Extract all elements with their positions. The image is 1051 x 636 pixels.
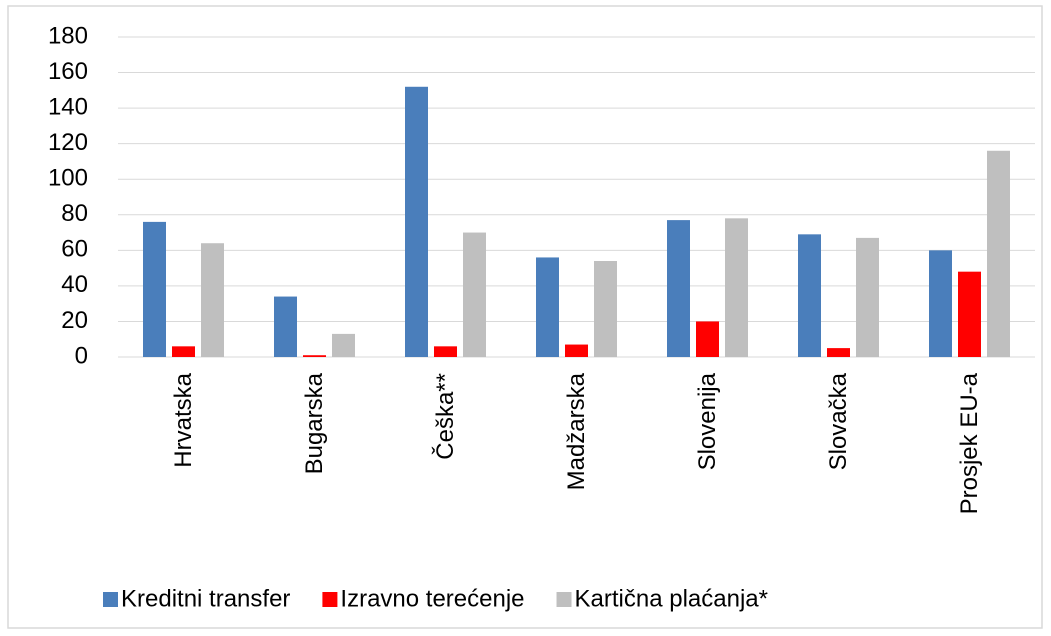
y-tick-label: 80: [61, 200, 88, 227]
bar: [827, 348, 850, 357]
bar: [856, 237, 879, 357]
y-tick-label: 0: [75, 342, 88, 369]
y-tick-label: 180: [48, 22, 88, 49]
bar: [201, 243, 224, 357]
legend-swatch: [322, 592, 338, 607]
bar: [594, 261, 617, 357]
bar: [536, 257, 559, 357]
bar: [434, 346, 457, 357]
bar: [958, 271, 981, 357]
x-tick-label: Slovačka: [825, 372, 852, 470]
bar: [274, 296, 297, 357]
bar: [565, 344, 588, 357]
bar: [172, 346, 195, 357]
x-tick-label: Prosjek EU-a: [956, 372, 983, 514]
x-tick-label: Češka**: [431, 373, 459, 460]
x-tick-label: Slovenija: [694, 372, 721, 470]
legend-swatch: [103, 592, 118, 607]
legend-swatch: [556, 592, 572, 607]
y-tick-label: 20: [61, 307, 88, 334]
bar: [303, 355, 326, 357]
bar: [798, 234, 821, 357]
y-tick-label: 100: [48, 165, 88, 192]
bar: [696, 321, 719, 357]
y-tick-label: 160: [48, 58, 88, 85]
y-tick-label: 140: [48, 93, 88, 120]
bar: [725, 218, 748, 357]
bar: [667, 220, 690, 357]
legend-label: Kartična plaćanja*: [575, 585, 768, 612]
y-tick-label: 40: [61, 271, 88, 298]
x-tick-label: Hrvatska: [170, 372, 197, 467]
y-tick-label: 60: [61, 236, 88, 263]
legend-label: Izravno terećenje: [340, 585, 524, 612]
bar: [987, 150, 1010, 357]
y-tick-label: 120: [48, 129, 88, 156]
bar: [463, 232, 486, 357]
x-tick-label: Bugarska: [301, 372, 328, 474]
x-tick-label: Madžarska: [563, 372, 590, 490]
bar: [332, 333, 355, 357]
bar: [405, 86, 428, 358]
legend-label: Kreditni transfer: [121, 585, 290, 612]
bar: [143, 221, 166, 357]
bar: [929, 250, 952, 357]
